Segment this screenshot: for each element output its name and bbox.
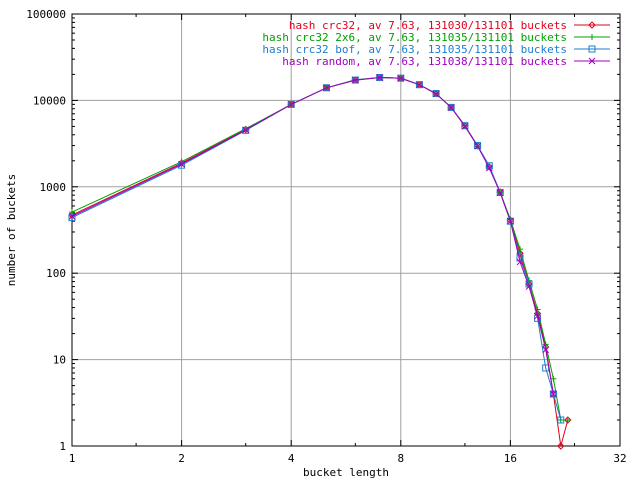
data-point (351, 76, 359, 84)
y-tick-label: 1 (59, 440, 66, 453)
data-point (461, 122, 469, 130)
legend-label: hash crc32 bof, av 7.63, 131035/131101 b… (262, 43, 567, 56)
data-point (432, 90, 440, 98)
plot-frame (71, 13, 621, 447)
data-point (588, 21, 596, 29)
data-point (550, 390, 557, 398)
data-point (432, 90, 440, 98)
data-point (549, 390, 557, 398)
data-point (516, 258, 524, 266)
data-point (416, 81, 423, 89)
data-point (287, 100, 295, 108)
data-point (68, 214, 76, 222)
x-tick-label: 32 (613, 452, 626, 465)
data-point (507, 217, 514, 225)
legend-entry: hash random, av 7.63, 131038/131101 buck… (282, 55, 610, 68)
data-point (542, 341, 549, 348)
data-point (496, 189, 504, 197)
data-point (242, 126, 250, 134)
data-point (557, 416, 565, 424)
data-point (287, 100, 295, 108)
legend-entry: hash crc32 2x6, av 7.63, 131035/131101 b… (262, 31, 610, 44)
data-point (506, 217, 514, 225)
data-point (447, 103, 455, 111)
legend-entry: hash crc32 bof, av 7.63, 131035/131101 b… (262, 43, 610, 56)
series-layer (68, 73, 572, 450)
data-point (69, 209, 75, 216)
x-tick-label: 1 (69, 452, 76, 465)
y-tick-label: 10 (53, 354, 66, 367)
x-tick-label: 2 (178, 452, 185, 465)
data-point (474, 142, 482, 150)
series-line (71, 76, 554, 395)
data-point (550, 375, 557, 382)
x-tick-label: 8 (397, 452, 404, 465)
data-point (589, 34, 595, 40)
series-3 (68, 74, 565, 424)
data-point (534, 312, 541, 320)
data-point (474, 142, 481, 150)
legend: hash crc32, av 7.63, 131030/131101 bucke… (262, 19, 610, 68)
legend-label: hash crc32, av 7.63, 131030/131101 bucke… (289, 19, 567, 32)
y-tick-label: 1000 (40, 181, 67, 194)
legend-label: hash crc32 2x6, av 7.63, 131035/131101 b… (262, 31, 567, 44)
data-point (376, 74, 384, 81)
data-point (397, 74, 405, 82)
data-point (415, 81, 423, 89)
x-axis-label: bucket length (303, 466, 389, 479)
x-tick-label: 16 (504, 452, 517, 465)
data-point (496, 188, 504, 196)
legend-entry: hash crc32, av 7.63, 131030/131101 bucke… (289, 19, 610, 32)
y-tick-label: 10000 (33, 94, 66, 107)
data-point (447, 104, 455, 111)
data-point (178, 160, 185, 168)
series-2 (69, 74, 571, 423)
data-point (564, 416, 571, 423)
data-point (323, 84, 330, 92)
series-line (71, 76, 562, 421)
data-point (557, 442, 565, 450)
data-point (542, 346, 550, 354)
series-line (71, 76, 568, 421)
x-tick-label: 4 (288, 452, 295, 465)
legend-label: hash random, av 7.63, 131038/131101 buck… (282, 55, 567, 68)
y-axis-label: number of buckets (5, 174, 18, 287)
data-point (242, 126, 250, 134)
data-point (525, 283, 533, 290)
data-point (68, 212, 76, 220)
series-1 (68, 73, 572, 450)
grid (72, 14, 620, 446)
data-point (322, 84, 330, 92)
data-point (588, 45, 596, 53)
data-point (485, 164, 493, 172)
axis-ticks: 1 2 4 8 16 32 1 10 100 1000 10000 100000 (26, 8, 626, 465)
data-point (588, 57, 596, 65)
series-line (71, 76, 569, 447)
y-tick-label: 100 (46, 267, 66, 280)
y-tick-label: 100000 (26, 8, 66, 21)
series-4 (68, 74, 557, 398)
data-point (461, 123, 469, 130)
